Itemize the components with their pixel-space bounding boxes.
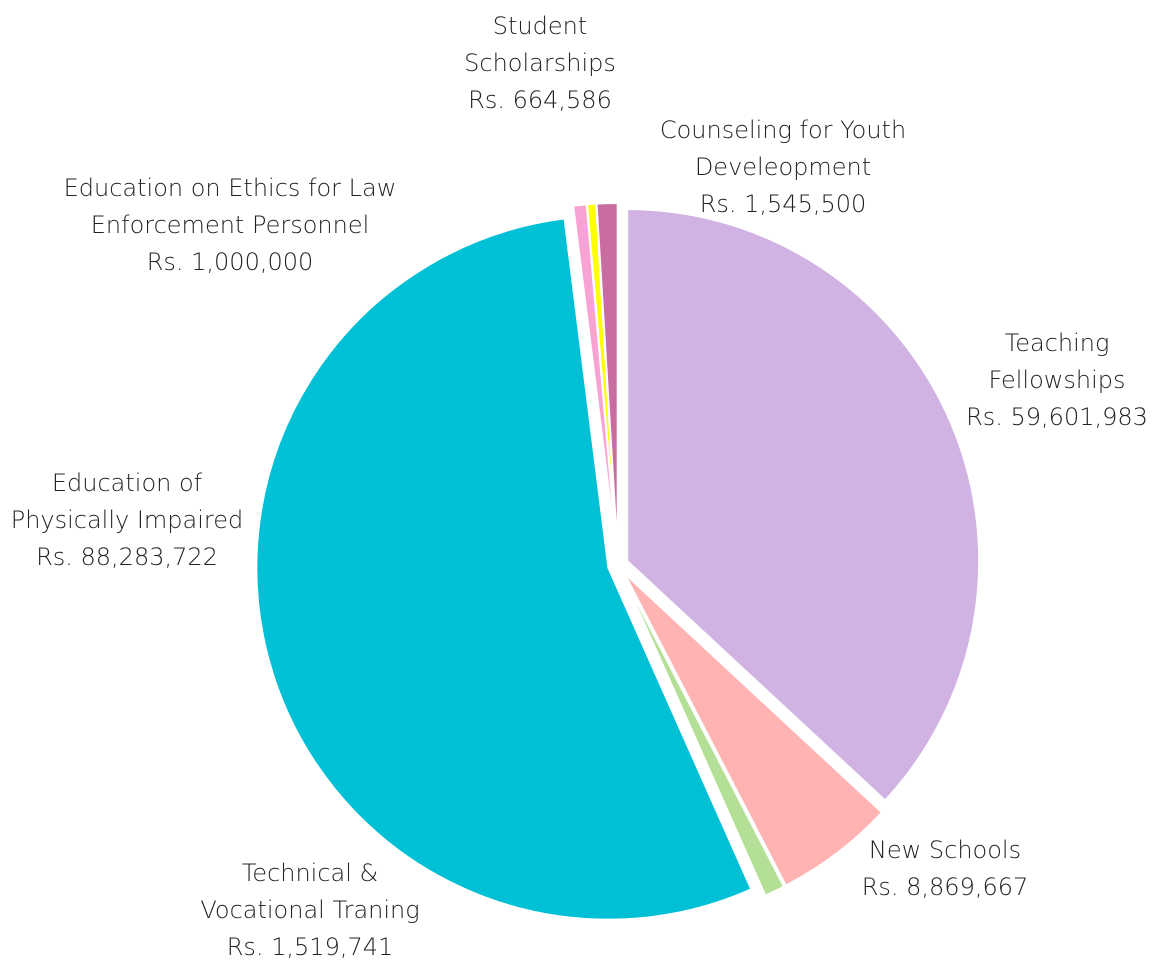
slice-name: Student Scholarships: [464, 12, 616, 77]
slice-label: New Schools Rs. 8,869,667: [835, 832, 1055, 906]
slice-label: Education on Ethics for Law Enforcement …: [40, 170, 420, 281]
slice-name: New Schools: [868, 836, 1022, 864]
slice-value: Rs. 1,519,741: [226, 933, 394, 961]
slice-value: Rs. 8,869,667: [861, 873, 1029, 901]
slice-label: Counseling for Youth Develeopment Rs. 1,5…: [643, 112, 923, 223]
slice-name: Counseling for Youth Develeopment: [659, 116, 907, 181]
slice-label: Student Scholarships Rs. 664,586: [440, 8, 640, 119]
slice-value: Rs. 664,586: [468, 86, 612, 114]
pie-slice: [595, 202, 619, 556]
slice-name: Technical & Vocational Traning: [200, 859, 420, 924]
slice-label: Education of Physically Impaired Rs. 88,2…: [0, 465, 257, 576]
slice-value: Rs. 59,601,983: [966, 403, 1148, 431]
slice-name: Education on Ethics for Law Enforcement …: [63, 174, 397, 239]
pie-slice: [626, 208, 981, 802]
slice-name: Education of Physically Impaired: [10, 469, 244, 534]
slice-label: Teaching Fellowships Rs. 59,601,983: [947, 325, 1152, 436]
pie-slice: [255, 217, 753, 921]
slice-label: Technical & Vocational Traning Rs. 1,519,…: [180, 855, 440, 966]
pie-slice: [623, 572, 884, 887]
pie-slice: [621, 573, 786, 897]
slice-value: Rs. 1,000,000: [146, 248, 314, 276]
slice-value: Rs. 88,283,722: [36, 543, 218, 571]
slice-value: Rs. 1,545,500: [699, 190, 867, 218]
slice-name: Teaching Fellowships: [988, 329, 1126, 394]
